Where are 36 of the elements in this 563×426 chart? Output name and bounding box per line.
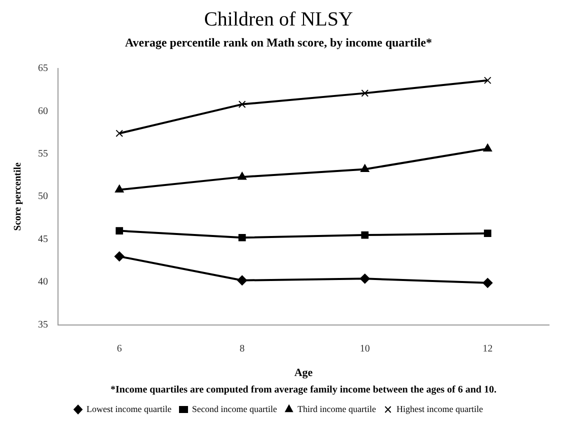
x-axis-title: Age <box>294 367 313 380</box>
y-tick-label: 40 <box>38 276 48 288</box>
point <box>238 172 247 180</box>
y-tick-label: 45 <box>38 234 48 245</box>
point <box>484 76 492 84</box>
chart-subtitle: Average percentile rank on Math score, by income quartile* <box>125 35 432 50</box>
point <box>114 184 124 193</box>
point <box>484 230 492 238</box>
point <box>238 234 246 242</box>
y-tick-label: 60 <box>38 106 48 117</box>
point <box>360 164 370 172</box>
y-tick-label: 65 <box>38 63 48 74</box>
point <box>237 275 248 286</box>
y-tick-label: 35 <box>38 319 48 330</box>
y-axis-title: Score percentile <box>12 162 24 231</box>
text: *Income quartiles are computed from average family income between the ages of 6 and 10. <box>110 384 497 396</box>
chart-title: Children of NLSY <box>204 8 353 30</box>
point <box>114 251 124 262</box>
y-tick-label: 55 <box>38 148 48 160</box>
legend-label: Third income quartile <box>298 404 376 414</box>
x-tick-label: 12 <box>482 343 493 354</box>
x-tick-label: 8 <box>240 343 245 354</box>
legend-label: Highest income quartile <box>396 404 483 414</box>
point <box>360 274 370 284</box>
point <box>116 227 124 234</box>
point <box>116 130 124 138</box>
x-tick-label: 10 <box>360 343 370 354</box>
point <box>238 100 246 108</box>
point <box>361 90 369 97</box>
legend-label: Lowest income quartile <box>86 404 172 414</box>
legend-label: Second income quartile <box>192 404 278 414</box>
point <box>483 144 492 152</box>
point <box>361 231 369 239</box>
y-tick-label: 50 <box>38 191 48 202</box>
point <box>482 278 493 288</box>
x-tick-label: 6 <box>116 343 122 354</box>
